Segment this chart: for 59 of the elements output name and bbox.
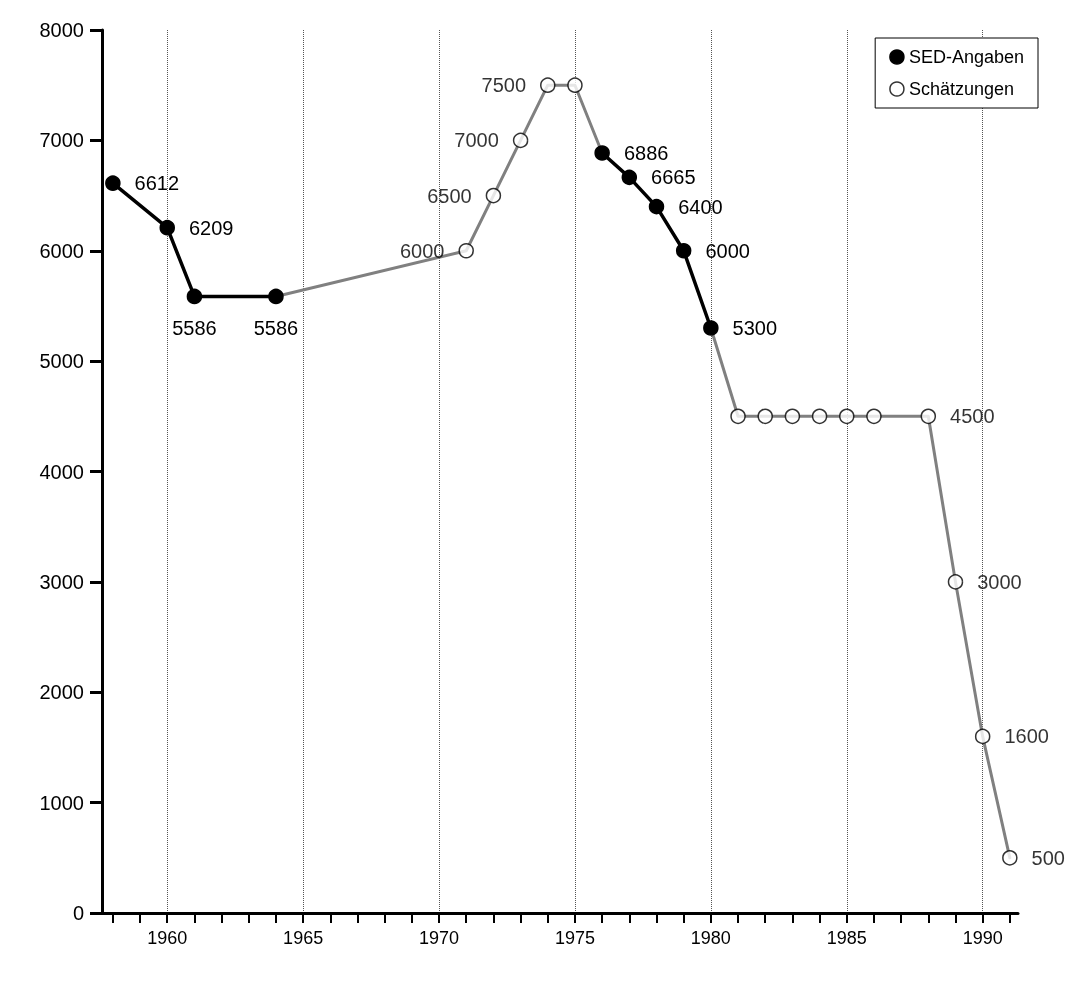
data-label: 4500 — [950, 405, 995, 428]
legend-label: SED-Angaben — [908, 47, 1024, 67]
data-label: 5586 — [172, 317, 217, 340]
point — [947, 574, 964, 590]
y-tick-label: 2000 — [39, 681, 84, 704]
point — [648, 198, 665, 215]
data-label: 6209 — [188, 216, 234, 239]
data-label: 3000 — [977, 570, 1022, 593]
x-tick-label: 1985 — [826, 928, 867, 948]
data-label: 6665 — [651, 166, 696, 189]
point — [621, 169, 638, 186]
data-label: 7000 — [454, 129, 499, 152]
legend-label: Schätzungen — [908, 79, 1015, 99]
x-tick-label: 1970 — [419, 928, 460, 948]
data-label: 6612 — [134, 172, 180, 195]
point — [703, 320, 719, 336]
point — [485, 187, 502, 204]
point — [675, 243, 692, 259]
y-tick-label: 7000 — [39, 129, 84, 152]
y-tick-label: 6000 — [39, 239, 84, 262]
data-label: 6500 — [427, 184, 472, 207]
data-label: 5300 — [732, 317, 778, 340]
point — [757, 408, 773, 425]
y-tick-label: 3000 — [39, 570, 84, 593]
y-tick-label: 0 — [72, 902, 84, 924]
point — [458, 243, 474, 259]
data-label: 6400 — [678, 195, 723, 218]
data-label: 1600 — [1004, 725, 1049, 748]
point — [159, 219, 175, 236]
point — [730, 408, 746, 425]
data-label: 6000 — [705, 239, 750, 262]
x-tick-label: 1980 — [690, 928, 731, 948]
y-tick-label: 4000 — [39, 460, 84, 483]
point — [268, 288, 284, 305]
point — [784, 408, 801, 425]
point — [594, 145, 610, 161]
data-label: 500 — [1031, 846, 1065, 869]
y-tick-label: 1000 — [39, 791, 84, 814]
point — [866, 408, 882, 425]
point — [105, 175, 121, 191]
x-tick-label: 1990 — [962, 928, 1003, 948]
point — [811, 408, 828, 425]
point — [1002, 850, 1018, 866]
data-label: 6000 — [399, 239, 445, 262]
x-tick-label: 1960 — [147, 928, 188, 948]
point — [540, 77, 556, 93]
data-label: 7500 — [481, 74, 527, 97]
point — [567, 77, 583, 93]
data-label: 5586 — [253, 317, 299, 340]
data-label: 6886 — [623, 141, 669, 164]
point — [920, 408, 937, 425]
point — [186, 288, 203, 305]
y-tick-label: 5000 — [39, 350, 84, 373]
point — [839, 408, 855, 425]
x-tick-label: 1965 — [283, 928, 324, 948]
x-tick-label: 1975 — [554, 928, 595, 948]
y-tick-label: 8000 — [39, 19, 84, 41]
point — [512, 132, 529, 149]
point — [974, 728, 991, 745]
